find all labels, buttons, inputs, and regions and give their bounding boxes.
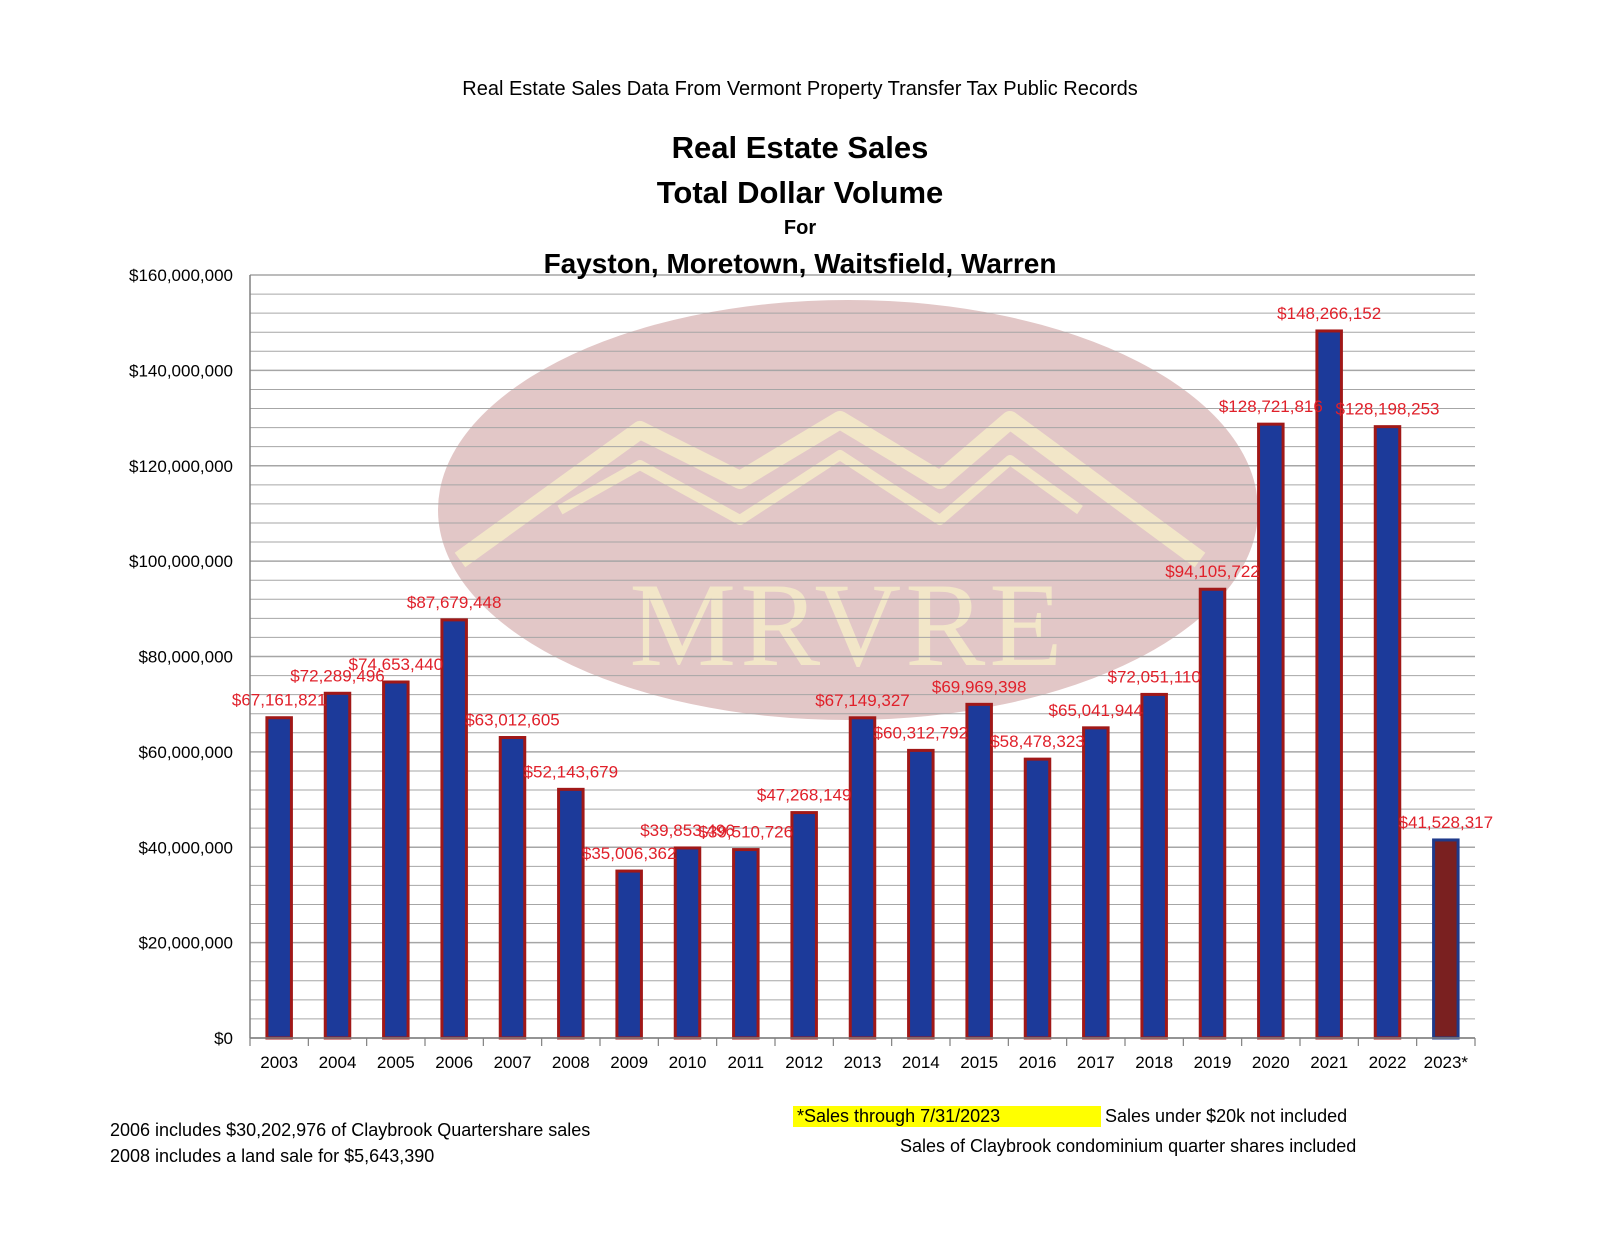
bar [965,702,993,1040]
data-label: $41,528,317 [1399,813,1494,832]
bar [440,618,468,1040]
bar [1432,838,1460,1040]
x-tick-label: 2007 [494,1053,532,1072]
bar [382,680,410,1040]
x-tick-label: 2004 [319,1053,357,1072]
x-tick-label: 2023* [1424,1053,1469,1072]
data-label: $65,041,944 [1049,701,1144,720]
footnote-land-sale-2008: 2008 includes a land sale for $5,643,390 [110,1146,435,1166]
y-tick-label: $0 [214,1029,233,1048]
data-label: $128,721,816 [1219,397,1323,416]
bar [1198,587,1227,1040]
x-tick-label: 2015 [960,1053,998,1072]
data-label: $72,289,496 [290,666,385,685]
data-labels: $67,161,821 $72,289,496$74,653,440 $87,679… [232,304,1493,863]
footnote-condo-shares: Sales of Claybrook condominium quarter s… [900,1136,1357,1156]
data-label: $74,653,440 [349,655,444,674]
bar [848,716,877,1040]
bar [557,787,585,1040]
chart-supertitle: Real Estate Sales Data From Vermont Prop… [462,78,1138,100]
x-tick-label: 2012 [785,1053,823,1072]
data-label: $67,149,327 [815,691,910,710]
data-label: $72,051,110 [1108,667,1201,686]
x-tick-label: 2010 [669,1053,707,1072]
footnote-under-20k: Sales under $20k not included [1105,1106,1348,1126]
chart-title-line-3: For [783,217,817,239]
bar [1023,757,1052,1040]
bar [1257,422,1285,1040]
y-tick-label: $60,000,000 [138,743,233,762]
x-tick-label: 2009 [610,1053,648,1072]
bar [615,869,643,1040]
footnote-sales-through: *Sales through 7/31/2023 [793,1106,1101,1127]
chart-title-line-4: Fayston, Moretown, Waitsfield, Warren [543,248,1057,279]
data-label: $63,012,605 [465,711,560,730]
bar [1373,425,1402,1040]
x-tick-label: 2019 [1194,1053,1232,1072]
data-label: $39,853,496 [640,821,735,840]
x-tick-label: 2008 [552,1053,590,1072]
data-label: $148,266,152 [1277,304,1381,323]
y-tick-label: $120,000,000 [129,457,233,476]
data-label: $67,161,821 [232,691,327,710]
bar [1315,329,1343,1040]
x-tick-label: 2020 [1252,1053,1290,1072]
bar [907,748,935,1040]
y-tick-label: $100,000,000 [129,552,233,571]
y-tick-label: $160,000,000 [129,266,233,285]
x-tick-label: 2016 [1019,1053,1057,1072]
y-axis-tick-labels: $0 $20,000,000 $40,000,000 $60,000,000 $80,0… [129,266,233,1048]
chart-title-line-1: Real Estate Sales [671,130,929,165]
data-label: $128,198,253 [1336,400,1440,419]
y-tick-label: $20,000,000 [138,934,233,953]
x-tick-label: 2018 [1135,1053,1173,1072]
x-tick-label: 2006 [435,1053,473,1072]
data-label: $69,969,398 [932,677,1027,696]
data-label: $39,510,726 [699,823,794,842]
data-label: $58,478,323 [990,732,1085,751]
bar [498,736,527,1040]
data-label: $35,006,362 [582,844,677,863]
bar [1082,726,1110,1040]
bar [265,716,293,1040]
bar [323,691,352,1040]
x-tick-label: 2014 [902,1053,940,1072]
mrvre-watermark-logo: MRVRE [438,300,1258,720]
bar [673,846,702,1040]
y-tick-label: $80,000,000 [138,648,233,667]
data-label: $52,143,679 [524,762,619,781]
data-label: $60,312,792 [874,723,969,742]
x-tick-label: 2013 [844,1053,882,1072]
data-label: $87,679,448 [407,593,502,612]
footnote-claybrook-2006: 2006 includes $30,202,976 of Claybrook Q… [110,1120,591,1140]
bar [790,811,818,1040]
bar [1140,692,1168,1040]
data-label: $47,268,149 [757,786,852,805]
y-tick-label: $40,000,000 [138,838,233,857]
watermark-text: MRVRE [629,558,1066,691]
x-axis-tick-labels: 2003 2004 2005 2006 2007 2008 2009 2010 2011 2012… [260,1053,1468,1072]
y-tick-label: $140,000,000 [129,361,233,380]
x-tick-label: 2021 [1310,1053,1348,1072]
x-tick-label: 2011 [728,1053,765,1072]
x-tick-label: 2017 [1077,1053,1115,1072]
chart-title-line-2: Total Dollar Volume [656,175,944,210]
axes [249,275,1476,1046]
x-tick-label: 2003 [260,1053,298,1072]
x-tick-label: 2005 [377,1053,415,1072]
bar [732,848,760,1040]
data-label: $94,105,722 [1165,562,1260,581]
x-tick-label: 2022 [1369,1053,1407,1072]
